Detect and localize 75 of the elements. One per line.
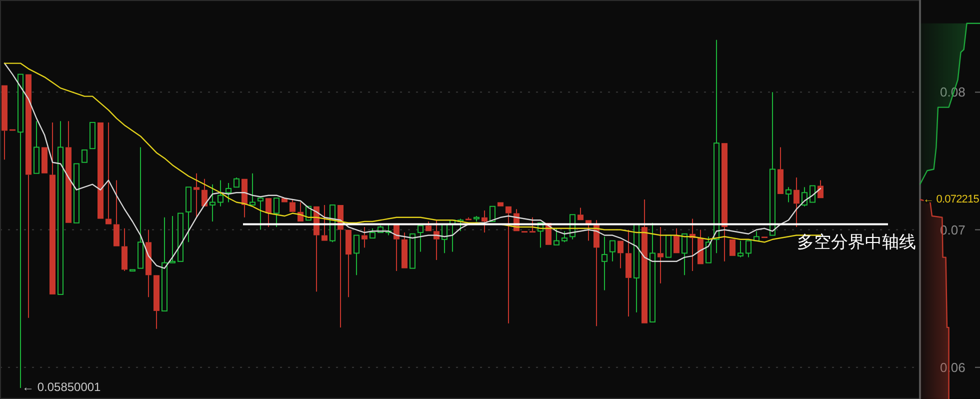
- candlestick: [490, 206, 496, 222]
- candlestick: [482, 210, 488, 234]
- candlestick: [410, 233, 416, 269]
- candlestick: [634, 224, 640, 313]
- candlestick: [154, 275, 160, 330]
- candlestick: [666, 234, 672, 258]
- candlestick: [722, 143, 728, 262]
- candlestick: [418, 225, 424, 252]
- annotation: ← 0.05850001: [22, 380, 102, 394]
- candlestick: [98, 122, 104, 219]
- candlestick: [306, 206, 312, 221]
- candlestick: [82, 149, 88, 163]
- candlestick: [642, 199, 648, 324]
- candlestick: [130, 269, 136, 272]
- candlestick: [250, 172, 256, 206]
- candlestick: [138, 146, 144, 269]
- candlestick: [626, 229, 632, 317]
- candlestick: [698, 229, 704, 264]
- candlestick: [2, 85, 8, 160]
- candlestick: [730, 239, 736, 256]
- candlestick: [66, 120, 72, 223]
- candlestick: [322, 204, 328, 241]
- candlestick: [794, 176, 800, 228]
- candlestick: [106, 122, 112, 224]
- candlestick: [26, 74, 32, 318]
- candlestick: [746, 240, 752, 258]
- candlestick: [274, 198, 280, 228]
- candlestick: [442, 224, 448, 254]
- candlestick: [554, 228, 560, 246]
- candlestick: [498, 202, 504, 206]
- candlestick: [818, 180, 824, 198]
- candlestick: [786, 186, 792, 203]
- candlestick: [578, 207, 584, 220]
- candlestick: [178, 212, 184, 262]
- candlestick: [362, 226, 368, 248]
- candlestick: [570, 214, 576, 240]
- candlestick: [610, 240, 616, 262]
- candlestick: [266, 198, 272, 228]
- candlestick: [714, 39, 720, 254]
- candlestick: [354, 234, 360, 276]
- candlestick: [162, 216, 168, 312]
- candlestick: [602, 236, 608, 291]
- candlestick: [210, 184, 216, 222]
- candlestick: [42, 147, 48, 174]
- candlestick: [618, 240, 624, 269]
- candlestick: [778, 146, 784, 194]
- candlestick: [114, 180, 120, 246]
- candlestick: [810, 185, 816, 203]
- candlestick: [258, 198, 264, 230]
- candlestick: [74, 163, 80, 224]
- candlestick: [682, 233, 688, 276]
- candlestick: [18, 74, 24, 388]
- candlestick: [290, 199, 296, 212]
- candlestick: [194, 172, 200, 218]
- ref-line-label: 多空分界中轴线: [797, 232, 916, 252]
- candlestick: [58, 120, 64, 295]
- candlestick: [90, 122, 96, 150]
- candlestick: [754, 230, 760, 242]
- candlestick: [122, 228, 128, 272]
- candlestick: [658, 226, 664, 284]
- candlestick: [50, 122, 56, 294]
- candlestick: [530, 216, 536, 233]
- candlestick: [146, 229, 152, 298]
- candlestick: [186, 186, 192, 243]
- candlestick: [202, 178, 208, 206]
- candlestick: [538, 222, 544, 248]
- candlestick: [770, 92, 776, 236]
- candlestick: [450, 220, 456, 252]
- candlestick: [506, 206, 512, 324]
- candlestick: [346, 230, 352, 298]
- candlestick: [650, 222, 656, 322]
- candlestick: [226, 182, 232, 203]
- candlestick: [242, 178, 248, 218]
- candlestick: [34, 120, 40, 174]
- candlestick: [170, 216, 176, 264]
